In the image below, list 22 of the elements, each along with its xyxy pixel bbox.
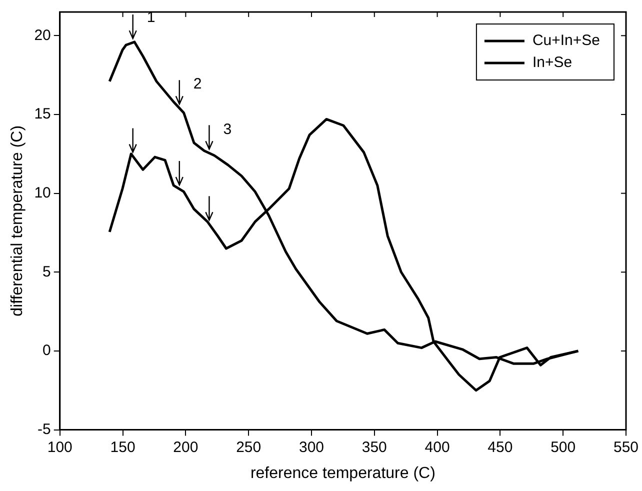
- x-tick-label: 100: [47, 438, 72, 456]
- legend-label: In+Se: [532, 54, 572, 72]
- x-tick-label: 450: [488, 438, 513, 456]
- y-tick-label: 20: [34, 26, 51, 44]
- x-tick-label: 550: [613, 438, 639, 456]
- x-tick-label: 200: [173, 438, 198, 456]
- y-tick-label: 5: [42, 263, 51, 280]
- y-axis-title: differential temperature (C): [9, 125, 26, 316]
- x-tick-label: 500: [550, 438, 576, 456]
- y-tick-label: 15: [34, 106, 51, 123]
- annotation: 2: [193, 75, 202, 92]
- x-tick-label: 300: [298, 438, 324, 456]
- y-tick-label: -5: [38, 420, 51, 438]
- y-tick-label: 10: [34, 184, 51, 202]
- legend-label: Cu+In+Se: [532, 32, 600, 50]
- annotation: 3: [223, 121, 232, 138]
- y-tick-label: 0: [42, 342, 51, 360]
- x-axis-title: reference temperature (C): [250, 464, 436, 482]
- x-tick-label: 350: [362, 438, 387, 456]
- x-tick-label: 150: [110, 438, 136, 456]
- x-tick-label: 250: [236, 438, 262, 456]
- x-tick-label: 400: [424, 438, 450, 456]
